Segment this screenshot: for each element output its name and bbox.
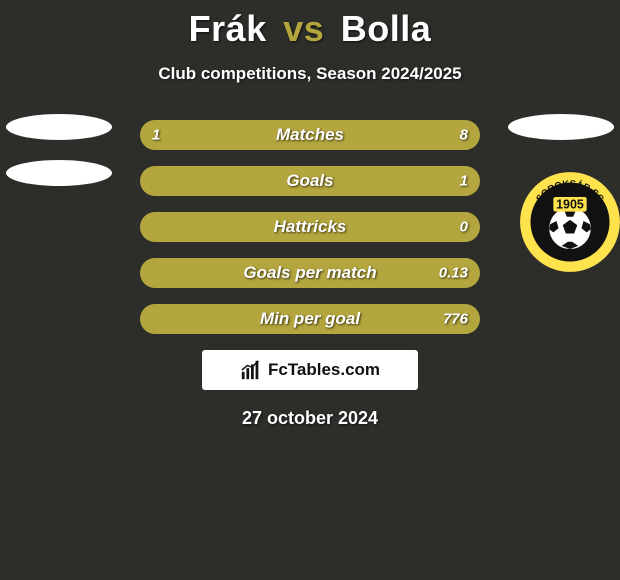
stats-panel: SOROKSÁR SC 1905 Matches18Goals1Hattrick… bbox=[0, 120, 620, 334]
stat-row: Goals per match0.13 bbox=[140, 258, 480, 288]
player2-name: Bolla bbox=[341, 8, 432, 49]
stat-value-right: 0.13 bbox=[439, 265, 468, 282]
player2-avatar-placeholder bbox=[508, 114, 614, 140]
chart-icon bbox=[240, 359, 262, 381]
stat-value-right: 776 bbox=[443, 311, 468, 328]
stat-bar-right bbox=[140, 166, 480, 196]
stat-row: Min per goal776 bbox=[140, 304, 480, 334]
attribution-text: FcTables.com bbox=[268, 360, 380, 380]
stat-value-right: 8 bbox=[460, 127, 468, 144]
stat-bar-right bbox=[140, 212, 480, 242]
player1-avatar-placeholder bbox=[6, 114, 112, 140]
player1-name: Frák bbox=[189, 8, 267, 49]
attribution-badge: FcTables.com bbox=[202, 350, 418, 390]
stat-value-right: 0 bbox=[460, 219, 468, 236]
vs-label: vs bbox=[283, 8, 324, 49]
stat-bar-right bbox=[140, 304, 480, 334]
comparison-title: Frák vs Bolla bbox=[0, 0, 620, 50]
stat-bar-right bbox=[140, 258, 480, 288]
stat-row: Matches18 bbox=[140, 120, 480, 150]
snapshot-date: 27 october 2024 bbox=[0, 408, 620, 429]
stat-value-left: 1 bbox=[152, 127, 160, 144]
player2-club-badge: SOROKSÁR SC 1905 bbox=[518, 170, 620, 274]
stat-bar-right bbox=[178, 120, 480, 150]
stat-value-right: 1 bbox=[460, 173, 468, 190]
stat-row: Goals1 bbox=[140, 166, 480, 196]
stat-row: Hattricks0 bbox=[140, 212, 480, 242]
player1-club-placeholder bbox=[6, 160, 112, 186]
subtitle: Club competitions, Season 2024/2025 bbox=[0, 64, 620, 84]
badge-year: 1905 bbox=[556, 197, 584, 211]
